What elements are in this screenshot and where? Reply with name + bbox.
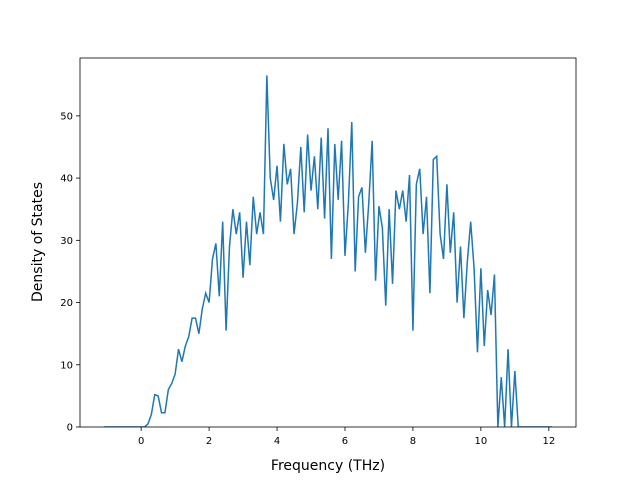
y-tick-label: 50 xyxy=(60,111,73,122)
x-tick-label: 8 xyxy=(410,436,416,447)
y-axis-label: Density of States xyxy=(30,182,46,302)
x-axis-label: Frequency (THz) xyxy=(271,458,385,474)
data-line xyxy=(103,75,553,427)
y-tick-label: 0 xyxy=(67,423,73,434)
plot-frame xyxy=(79,57,577,428)
x-tick-label: 10 xyxy=(475,436,488,447)
x-tick-label: 0 xyxy=(138,436,144,447)
y-tick-label: 10 xyxy=(60,360,73,371)
y-tick-label: 30 xyxy=(60,236,73,247)
x-tick-label: 12 xyxy=(542,436,555,447)
x-tick-label: 6 xyxy=(342,436,348,447)
x-tick-label: 2 xyxy=(206,436,212,447)
x-tick-label: 4 xyxy=(274,436,280,447)
y-tick-label: 20 xyxy=(60,298,73,309)
y-tick-label: 40 xyxy=(60,174,73,185)
